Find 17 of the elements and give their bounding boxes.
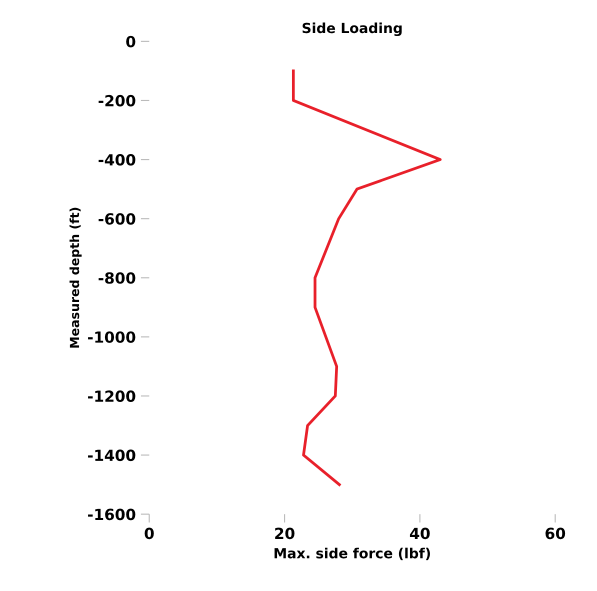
- line-series: [292, 70, 442, 486]
- y-tick-label: -600: [98, 213, 136, 225]
- x-tick-label: 20: [275, 528, 294, 540]
- x-tick-label: 40: [410, 528, 430, 540]
- x-axis-title: Max. side force (lbf): [274, 548, 430, 560]
- y-tick-label: -200: [98, 94, 136, 106]
- y-tick-label: -800: [98, 272, 136, 284]
- x-tick-label: 60: [546, 528, 566, 540]
- y-tick-label: -1000: [88, 331, 136, 343]
- y-axis-title: Measured depth (ft): [70, 208, 82, 348]
- x-tick-label: 0: [144, 528, 154, 540]
- y-tick-label: 0: [126, 36, 136, 48]
- y-tick-label: -1400: [88, 450, 136, 462]
- y-tick-label: -400: [98, 154, 136, 166]
- y-tick-label: -1600: [88, 508, 136, 520]
- chart-title: Side Loading: [302, 22, 402, 36]
- y-tick-label: -1200: [88, 390, 136, 402]
